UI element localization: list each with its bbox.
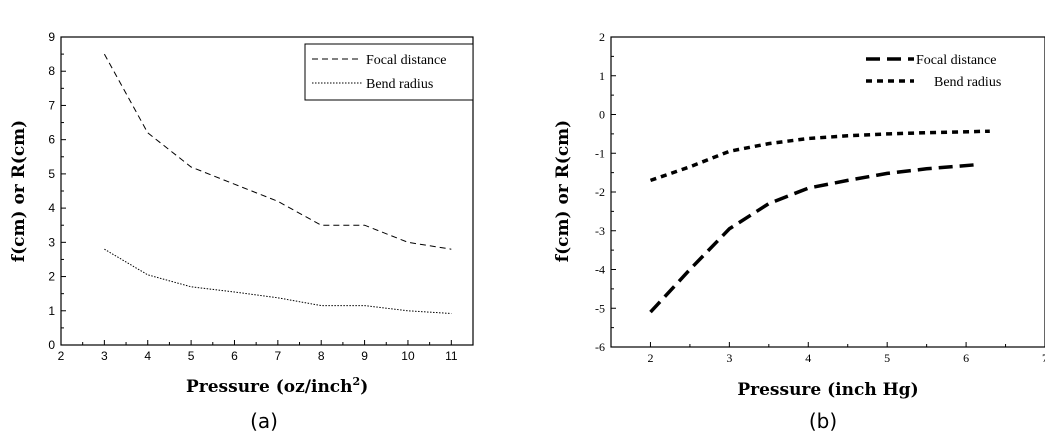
- chart-b-ytick-label: -6: [595, 340, 605, 354]
- chart-a-xtick-label: 2: [58, 349, 65, 363]
- chart-b-ytick-label: 2: [599, 30, 605, 44]
- chart-b-ytick-label: -5: [595, 301, 605, 315]
- chart-a-ytick-label: 5: [48, 167, 55, 181]
- chart-b-ytick-label: -4: [595, 263, 605, 277]
- chart-a-legend: Focal distance Bend radius: [304, 43, 474, 101]
- chart-b-ytick-label: 0: [599, 108, 605, 122]
- chart-a-xtick-label: 11: [445, 349, 458, 363]
- chart-b-ytick-label: -3: [595, 224, 605, 238]
- chart-a-ytick-label: 4: [48, 201, 55, 215]
- chart-a-ticks: 2 3 4 5 6 7 8 9 10 11 0 1 2 3 4 5 6 7 8 9: [48, 30, 458, 363]
- chart-a-xtick-label: 6: [231, 349, 238, 363]
- chart-b-ytick-label: -2: [595, 185, 605, 199]
- chart-b-xtick-label: 7: [1042, 351, 1045, 365]
- chart-b-legend-label-bend: Bend radius: [934, 75, 1001, 90]
- chart-b-series-bend-radius: [649, 129, 990, 183]
- chart-a-ytick-label: 6: [48, 133, 55, 147]
- chart-a-xtick-label: 4: [144, 349, 151, 363]
- chart-a-xtick-label: 10: [401, 349, 415, 363]
- chart-a-xtick-label: 7: [274, 349, 281, 363]
- chart-a-ytick-label: 2: [48, 270, 55, 284]
- chart-a-xtick-label: 8: [318, 349, 325, 363]
- chart-b-xtick-label: 3: [726, 351, 732, 365]
- chart-a-xlabel: Pressure (oz/inch2): [186, 375, 368, 397]
- chart-b-ticks: 2 3 4 5 6 7 -6 -5 -4 -3 -2 -1 0 1 2: [595, 30, 1045, 365]
- chart-a-ytick-label: 3: [48, 235, 55, 249]
- chart-a-xtick-label: 5: [188, 349, 195, 363]
- chart-b-series: [649, 129, 990, 314]
- chart-b-ylabel: f(cm) or R(cm): [553, 120, 573, 262]
- chart-b-ytick-label: 1: [599, 69, 605, 83]
- chart-a-ytick-label: 9: [48, 30, 55, 44]
- chart-a-ytick-label: 1: [48, 304, 55, 318]
- chart-b-panel-label: (b): [809, 409, 837, 433]
- chart-b: 2 3 4 5 6 7 -6 -5 -4 -3 -2 -1 0 1 2 Focal distance Ben…: [553, 30, 1045, 433]
- chart-a-series-focal-distance: [103, 53, 452, 250]
- chart-a: 2 3 4 5 6 7 8 9 10 11 0 1 2 3 4 5 6 7 8 9 Focal distance Be…: [9, 30, 474, 433]
- chart-a-legend-box: [304, 43, 474, 101]
- chart-b-xlabel: Pressure (inch Hg): [737, 380, 918, 400]
- chart-a-ylabel: f(cm) or R(cm): [9, 120, 29, 262]
- chart-b-xtick-label: 2: [647, 351, 653, 365]
- chart-a-series: [103, 53, 452, 314]
- chart-a-xtick-label: 9: [361, 349, 368, 363]
- chart-a-legend-label-bend: Bend radius: [366, 77, 433, 92]
- chart-a-legend-label-focal: Focal distance: [366, 53, 446, 68]
- chart-a-ytick-label: 7: [48, 98, 55, 112]
- chart-b-series-focal-distance: [649, 163, 975, 314]
- chart-a-ytick-label: 0: [48, 338, 55, 352]
- chart-b-xtick-label: 5: [884, 351, 890, 365]
- chart-b-xtick-label: 6: [963, 351, 969, 365]
- chart-b-ytick-label: -1: [595, 146, 605, 160]
- chart-a-xtick-label: 3: [101, 349, 108, 363]
- chart-a-series-bend-radius: [104, 248, 452, 314]
- chart-b-legend-label-focal: Focal distance: [916, 53, 996, 68]
- chart-b-xtick-label: 4: [805, 351, 811, 365]
- chart-b-legend: Focal distance Bend radius: [866, 53, 1001, 90]
- chart-a-panel-label: (a): [250, 409, 278, 433]
- chart-a-ytick-label: 8: [48, 64, 55, 78]
